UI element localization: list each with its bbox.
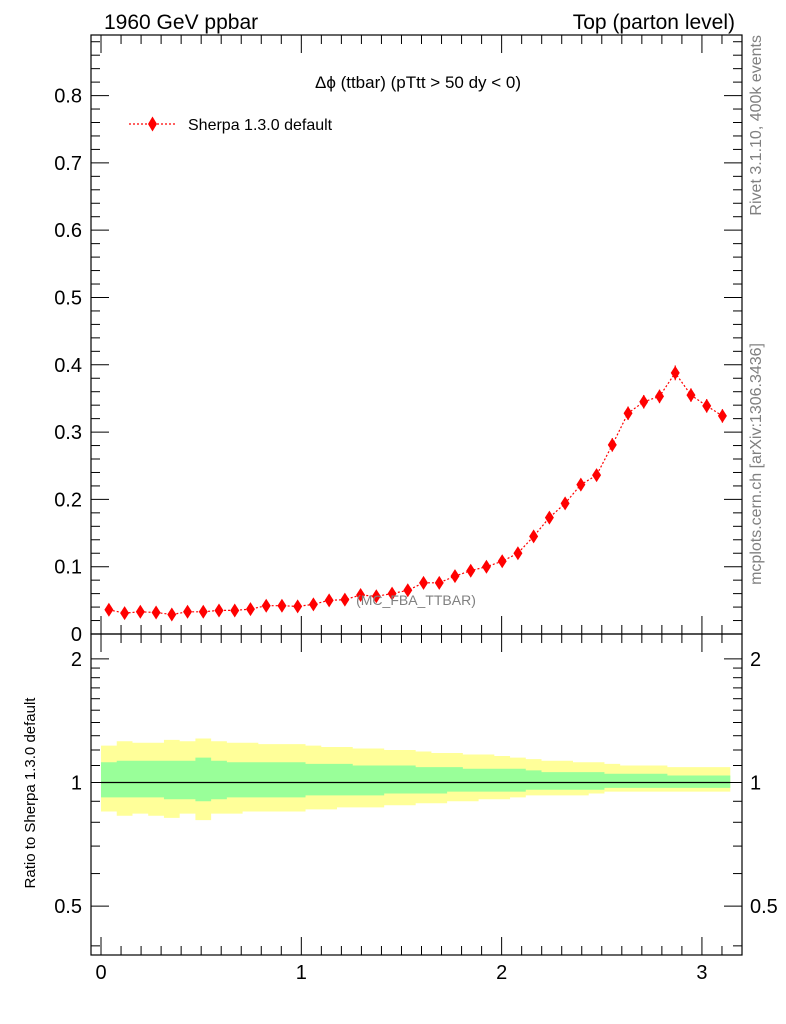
x-tick-label: 1 bbox=[296, 962, 307, 984]
ratio-y-tick-label-right: 2 bbox=[750, 649, 761, 671]
data-point bbox=[592, 468, 602, 483]
main-series-group bbox=[104, 365, 727, 622]
data-point bbox=[183, 604, 193, 619]
y-tick-label: 0.5 bbox=[54, 287, 82, 309]
data-point bbox=[277, 598, 287, 613]
y-tick-label: 0.6 bbox=[54, 220, 82, 242]
data-point bbox=[261, 598, 271, 613]
ratio-y-tick-label-right: 0.5 bbox=[750, 896, 778, 918]
ratio-y-axis-label: Ratio to Sherpa 1.3.0 default bbox=[22, 697, 39, 889]
data-point bbox=[544, 510, 554, 525]
data-point bbox=[670, 365, 680, 380]
data-point bbox=[529, 529, 539, 544]
plot-title: Δϕ (ttbar) (pTtt > 50 dy < 0) bbox=[315, 73, 521, 92]
ratio-axes-group: 0.5 0.5 1 1 2 2 0 1 2 3 bbox=[54, 633, 778, 984]
y-tick-label: 0.3 bbox=[54, 422, 82, 444]
data-point bbox=[497, 554, 507, 569]
series-line bbox=[108, 371, 723, 616]
data-point bbox=[623, 406, 633, 421]
data-point bbox=[151, 605, 161, 620]
data-point bbox=[387, 586, 397, 601]
data-point bbox=[513, 546, 523, 561]
data-point bbox=[120, 606, 130, 621]
y-tick-label: 0.4 bbox=[54, 355, 82, 377]
legend-entry: Sherpa 1.3.0 default bbox=[188, 117, 333, 134]
ratio-y-tick-label: 2 bbox=[71, 649, 82, 671]
data-point bbox=[639, 394, 649, 409]
data-point bbox=[135, 604, 145, 619]
ratio-y-tick-label: 1 bbox=[71, 772, 82, 794]
data-point bbox=[576, 477, 586, 492]
analysis-label: (MC_FBA_TTBAR) bbox=[356, 592, 476, 608]
rivet-version-label: Rivet 3.1.10, 400k events bbox=[748, 35, 765, 216]
x-tick-label: 3 bbox=[696, 962, 707, 984]
data-point bbox=[434, 575, 444, 590]
data-point bbox=[655, 389, 665, 404]
ratio-frame bbox=[90, 633, 743, 956]
legend-marker bbox=[148, 116, 157, 132]
data-point bbox=[198, 604, 208, 619]
y-tick-label: 0.8 bbox=[54, 86, 82, 108]
legend: Sherpa 1.3.0 default bbox=[129, 116, 333, 134]
mcplots-label: mcplots.cern.ch [arXiv:1306.3436] bbox=[748, 343, 765, 585]
data-point bbox=[167, 607, 177, 622]
ratio-y-tick-label-right: 1 bbox=[750, 772, 761, 794]
data-point bbox=[403, 583, 413, 598]
data-point bbox=[230, 603, 240, 618]
data-point bbox=[560, 496, 570, 511]
y-tick-label: 0.7 bbox=[54, 153, 82, 175]
data-point bbox=[450, 569, 460, 584]
data-point bbox=[371, 589, 381, 604]
data-point bbox=[214, 603, 224, 618]
data-point bbox=[356, 587, 366, 602]
data-point bbox=[104, 602, 114, 617]
ratio-y-tick-label: 0.5 bbox=[54, 896, 82, 918]
x-tick-label: 0 bbox=[95, 962, 106, 984]
y-tick-label: 0.1 bbox=[54, 557, 82, 579]
data-point bbox=[702, 398, 712, 413]
green-band bbox=[101, 757, 731, 802]
x-tick-label: 2 bbox=[496, 962, 507, 984]
ratio-bands-group bbox=[101, 738, 731, 821]
y-tick-label: 0.2 bbox=[54, 489, 82, 511]
data-point bbox=[481, 559, 491, 574]
header-right-label: Top (parton level) bbox=[573, 11, 735, 34]
main-axes-group: 0.1 0.2 0.3 0.4 0.5 0.6 0.7 0.8 0 bbox=[54, 34, 743, 646]
data-point bbox=[293, 599, 303, 614]
data-point bbox=[324, 593, 334, 608]
data-point bbox=[607, 437, 617, 452]
data-point bbox=[340, 592, 350, 607]
data-point bbox=[466, 563, 476, 578]
header-left-label: 1960 GeV ppbar bbox=[104, 11, 258, 34]
y-tick-label-zero: 0 bbox=[71, 624, 82, 646]
data-point bbox=[686, 388, 696, 403]
data-point bbox=[419, 575, 429, 590]
data-point bbox=[717, 408, 727, 423]
data-point bbox=[245, 602, 255, 617]
data-point bbox=[308, 597, 318, 612]
